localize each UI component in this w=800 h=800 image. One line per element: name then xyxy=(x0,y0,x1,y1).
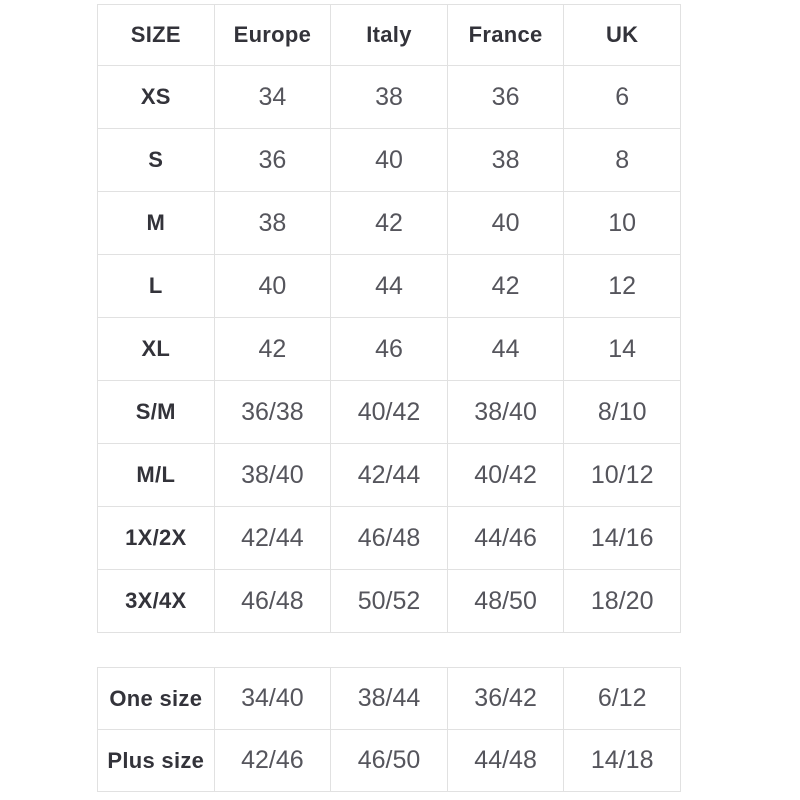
value-cell: 38 xyxy=(446,128,565,192)
value-cell: 38/40 xyxy=(446,380,565,444)
value-cell: 38/40 xyxy=(213,443,332,507)
row-label: S xyxy=(97,128,215,192)
value-cell: 44/46 xyxy=(446,506,565,570)
header-cell-italy: Italy xyxy=(330,4,448,66)
row-label: S/M xyxy=(97,380,215,444)
value-cell: 8 xyxy=(563,128,681,192)
value-cell: 42/44 xyxy=(213,506,332,570)
header-cell-europe: Europe xyxy=(213,4,332,66)
table-row-s-m: S/M 36/38 40/42 38/40 8/10 xyxy=(97,380,681,444)
value-cell: 42 xyxy=(213,317,332,381)
value-cell: 36 xyxy=(213,128,332,192)
value-cell: 34 xyxy=(213,65,332,129)
value-cell: 46/48 xyxy=(330,506,448,570)
value-cell: 50/52 xyxy=(330,569,448,633)
row-label: XS xyxy=(97,65,215,129)
value-cell: 6 xyxy=(563,65,681,129)
value-cell: 12 xyxy=(563,254,681,318)
value-cell: 36/38 xyxy=(213,380,332,444)
value-cell: 18/20 xyxy=(563,569,681,633)
value-cell: 44 xyxy=(446,317,565,381)
size-conversion-table: SIZE Europe Italy France UK XS 34 38 36 … xyxy=(97,4,681,633)
value-cell: 34/40 xyxy=(213,667,332,730)
row-label: Plus size xyxy=(97,729,215,792)
value-cell: 8/10 xyxy=(563,380,681,444)
value-cell: 40 xyxy=(446,191,565,255)
value-cell: 42 xyxy=(330,191,448,255)
value-cell: 42 xyxy=(446,254,565,318)
table-header-row: SIZE Europe Italy France UK xyxy=(97,4,681,66)
value-cell: 46/48 xyxy=(213,569,332,633)
table-row-m-l: M/L 38/40 42/44 40/42 10/12 xyxy=(97,443,681,507)
value-cell: 40 xyxy=(330,128,448,192)
row-label: 1X/2X xyxy=(97,506,215,570)
value-cell: 14/16 xyxy=(563,506,681,570)
value-cell: 10 xyxy=(563,191,681,255)
value-cell: 14/18 xyxy=(563,729,681,792)
value-cell: 36 xyxy=(446,65,565,129)
value-cell: 44/48 xyxy=(446,729,565,792)
value-cell: 14 xyxy=(563,317,681,381)
value-cell: 36/42 xyxy=(446,667,565,730)
one-size-plus-size-table: One size 34/40 38/44 36/42 6/12 Plus siz… xyxy=(97,667,681,792)
value-cell: 38/44 xyxy=(330,667,448,730)
value-cell: 6/12 xyxy=(563,667,681,730)
table-row-xl: XL 42 46 44 14 xyxy=(97,317,681,381)
row-label: L xyxy=(97,254,215,318)
value-cell: 38 xyxy=(213,191,332,255)
value-cell: 40/42 xyxy=(330,380,448,444)
value-cell: 46 xyxy=(330,317,448,381)
row-label: One size xyxy=(97,667,215,730)
value-cell: 48/50 xyxy=(446,569,565,633)
value-cell: 42/44 xyxy=(330,443,448,507)
row-label: M/L xyxy=(97,443,215,507)
table-row-one-size: One size 34/40 38/44 36/42 6/12 xyxy=(97,667,681,730)
value-cell: 46/50 xyxy=(330,729,448,792)
value-cell: 42/46 xyxy=(213,729,332,792)
header-cell-uk: UK xyxy=(563,4,681,66)
header-cell-size: SIZE xyxy=(97,4,215,66)
value-cell: 44 xyxy=(330,254,448,318)
table-row-m: M 38 42 40 10 xyxy=(97,191,681,255)
row-label: 3X/4X xyxy=(97,569,215,633)
table-row-3x-4x: 3X/4X 46/48 50/52 48/50 18/20 xyxy=(97,569,681,633)
value-cell: 10/12 xyxy=(563,443,681,507)
value-cell: 40/42 xyxy=(446,443,565,507)
table-row-xs: XS 34 38 36 6 xyxy=(97,65,681,129)
header-cell-france: France xyxy=(446,4,565,66)
value-cell: 38 xyxy=(330,65,448,129)
row-label: XL xyxy=(97,317,215,381)
table-row-1x-2x: 1X/2X 42/44 46/48 44/46 14/16 xyxy=(97,506,681,570)
table-row-l: L 40 44 42 12 xyxy=(97,254,681,318)
row-label: M xyxy=(97,191,215,255)
table-row-s: S 36 40 38 8 xyxy=(97,128,681,192)
table-row-plus-size: Plus size 42/46 46/50 44/48 14/18 xyxy=(97,729,681,792)
value-cell: 40 xyxy=(213,254,332,318)
